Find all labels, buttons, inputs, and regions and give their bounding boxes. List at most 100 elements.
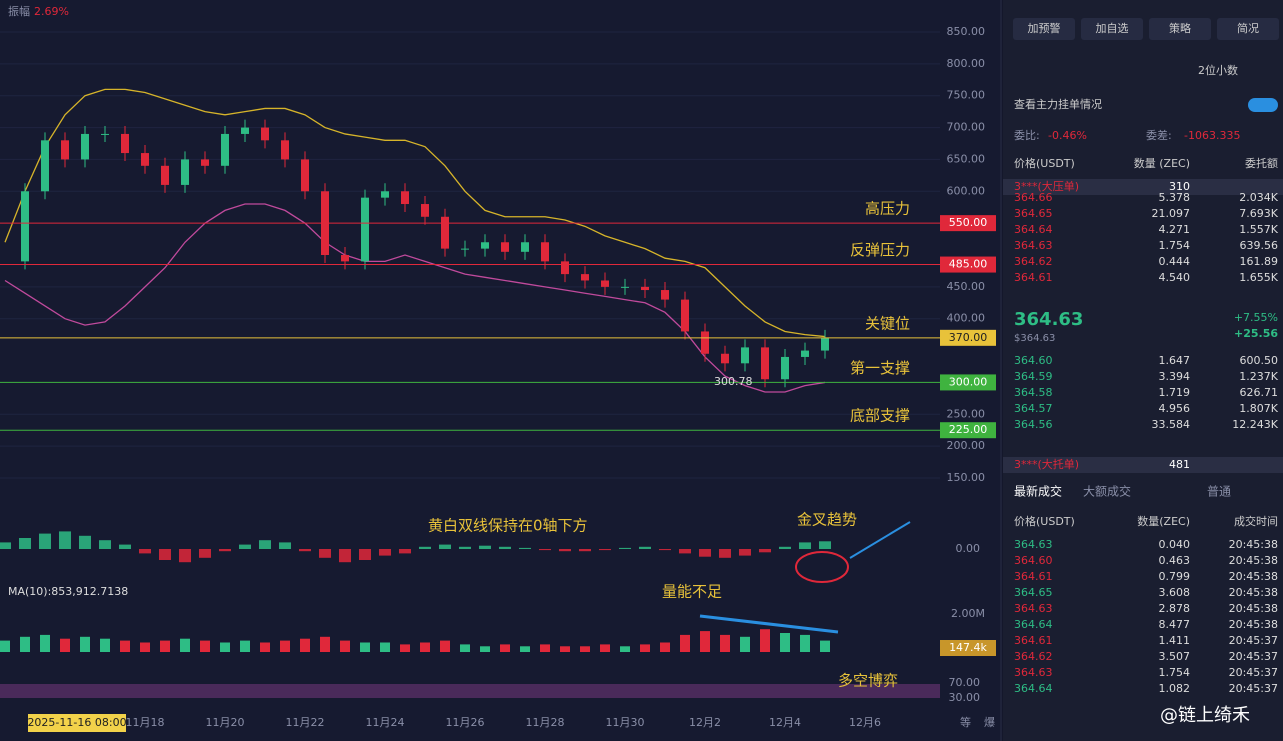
y-tick-label: 450.00 xyxy=(947,280,986,293)
book-cell: 4.540 xyxy=(1159,271,1191,284)
trade-cell: 0.799 xyxy=(1159,570,1191,583)
arrow xyxy=(699,614,839,634)
macd-bar xyxy=(439,544,451,549)
volume-bar xyxy=(160,640,170,652)
date-box xyxy=(28,714,126,732)
x-label: 11月18 xyxy=(126,716,165,729)
macd-bar xyxy=(819,541,831,549)
book-cell: 364.65 xyxy=(1014,207,1053,220)
volume-bar xyxy=(700,631,710,652)
trade-cell: 364.64 xyxy=(1014,618,1053,631)
macd-bar xyxy=(759,549,771,553)
trade-cell: 364.63 xyxy=(1014,602,1053,615)
volume-bar xyxy=(580,646,590,652)
macd-bar xyxy=(239,544,251,549)
trade-cell: 364.62 xyxy=(1014,650,1053,663)
vol-tag xyxy=(940,640,996,656)
volume-bar xyxy=(0,640,10,652)
vol-note: 量能不足 xyxy=(662,583,722,601)
y-tick-label: 200.00 xyxy=(947,439,986,452)
change: +25.56 xyxy=(1234,327,1278,340)
macd-bar xyxy=(119,544,131,549)
trade-cell: 20:45:37 xyxy=(1229,682,1278,695)
decimals[interactable]: 2位小数 xyxy=(1198,63,1238,77)
level-price: 550.00 xyxy=(949,216,988,229)
volume-bar xyxy=(340,640,350,652)
macd-bar xyxy=(559,549,571,552)
macd-bar xyxy=(619,547,631,549)
book-cell: 1.754 xyxy=(1159,239,1191,252)
candle xyxy=(121,133,129,154)
level-name: 底部支撑 xyxy=(850,407,910,425)
book-cell: 364.62 xyxy=(1014,255,1053,268)
tab[interactable]: 大额成交 xyxy=(1083,484,1131,499)
trade-cell: 1.082 xyxy=(1159,682,1191,695)
tab[interactable]: 最新成交 xyxy=(1014,484,1062,499)
volume-bar xyxy=(680,634,690,652)
candle xyxy=(481,242,489,249)
volume-bar xyxy=(40,634,50,652)
candle xyxy=(461,248,469,250)
upper-band xyxy=(4,88,826,338)
rsi-note: 多空博弈 xyxy=(838,672,898,690)
trade-cell: 20:45:37 xyxy=(1229,650,1278,663)
panel-bg xyxy=(1003,0,1283,741)
book-cell: 626.71 xyxy=(1240,386,1279,399)
level-price: 485.00 xyxy=(949,258,988,271)
trade-cell: 1.411 xyxy=(1159,634,1191,647)
volume-bar xyxy=(60,638,70,652)
candle xyxy=(101,133,109,135)
y-tick-label: 250.00 xyxy=(947,407,986,420)
change-pct: +7.55% xyxy=(1234,311,1278,324)
big-row xyxy=(1003,457,1283,473)
trade-cell: 364.64 xyxy=(1014,682,1053,695)
candle xyxy=(141,153,149,166)
book-cell: 364.59 xyxy=(1014,370,1053,383)
tab[interactable]: 普通 xyxy=(1207,485,1231,499)
macd-bar xyxy=(399,549,411,554)
button-label[interactable]: 加预警 xyxy=(1028,21,1061,35)
book-cell: 161.89 xyxy=(1240,255,1279,268)
book-cell: 364.60 xyxy=(1014,354,1053,367)
candle xyxy=(801,350,809,357)
toggle[interactable] xyxy=(1248,98,1278,112)
y-tick-label: 650.00 xyxy=(947,152,986,165)
volume-bar xyxy=(260,642,270,652)
button-label[interactable]: 策略 xyxy=(1169,21,1191,35)
big-value: 310 xyxy=(1169,180,1190,193)
book-header: 委托额 xyxy=(1245,156,1278,170)
candle xyxy=(21,191,29,262)
macd-note: 黄白双线保持在0轴下方 xyxy=(428,517,588,535)
book-cell: 21.097 xyxy=(1152,207,1191,220)
trade-cell: 364.65 xyxy=(1014,586,1053,599)
button-label[interactable]: 简况 xyxy=(1237,21,1259,35)
cross-note: 金叉趋势 xyxy=(797,511,857,529)
book-header: 数量 (ZEC) xyxy=(1134,157,1190,170)
volume-bar xyxy=(500,644,510,652)
book-cell: 3.394 xyxy=(1159,370,1191,383)
macd-bar xyxy=(19,538,31,549)
volume-bar xyxy=(20,636,30,652)
level-tag xyxy=(940,256,996,273)
candle xyxy=(541,242,549,262)
candle xyxy=(181,159,189,185)
button-label[interactable]: 加自选 xyxy=(1096,22,1129,35)
ma-label: MA(10):853,912.7138 xyxy=(8,585,128,598)
trade-cell: 20:45:37 xyxy=(1229,634,1278,647)
candle xyxy=(621,286,629,288)
book-cell: 12.243K xyxy=(1232,418,1278,431)
button[interactable] xyxy=(1149,18,1211,40)
button[interactable] xyxy=(1081,18,1143,40)
level-tag xyxy=(940,374,996,391)
candle xyxy=(421,204,429,217)
button[interactable] xyxy=(1013,18,1075,40)
macd-bar xyxy=(299,549,311,552)
candle xyxy=(361,197,369,262)
volume-bar xyxy=(560,646,570,652)
main-orders[interactable]: 查看主力挂单情况 xyxy=(1014,97,1102,111)
button[interactable] xyxy=(1217,18,1279,40)
date: 2025-11-16 08:00 xyxy=(27,716,126,729)
volume-bar xyxy=(720,634,730,652)
candle xyxy=(701,331,709,354)
